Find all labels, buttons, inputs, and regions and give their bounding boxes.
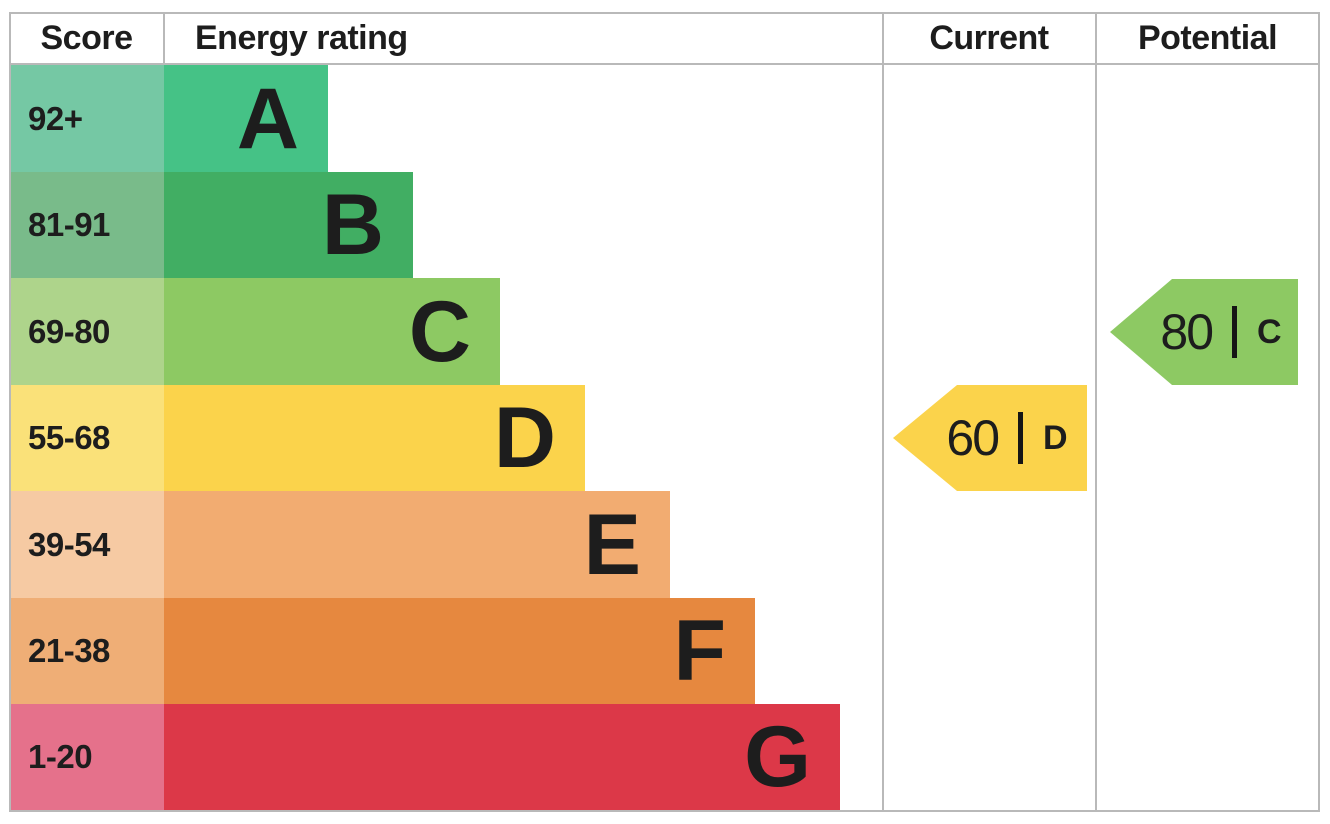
band-score-range: 39-54 [28,525,110,563]
current-column-divider [882,12,884,812]
potential-column-divider [1095,12,1097,812]
table-border [9,12,1320,812]
potential-score-value: 80 [1160,304,1214,360]
potential-column-header: Potential [1137,18,1278,57]
current-rating-letter: D [1043,418,1068,457]
band-bar: G [164,704,840,810]
band-letter: B [321,177,384,273]
band-letter: C [408,283,471,380]
score-column-divider [163,12,165,65]
band-score-cell: 92+ [11,65,164,172]
band-score-cell: 55-68 [11,385,164,491]
band-score-range: 69-80 [28,312,110,350]
band-bar: B [164,172,413,278]
band-score-cell: 21-38 [11,598,164,704]
band-letter: A [236,70,299,167]
band-score-cell: 1-20 [11,704,164,810]
current-score-value: 60 [946,410,1000,466]
band-bar: A [164,65,328,172]
header-divider-line [9,63,1320,65]
band-letter: F [673,603,726,699]
band-bar: C [164,278,500,385]
separator-bar [1018,412,1024,464]
band-score-range: 92+ [28,99,83,137]
band-letter: E [583,496,641,593]
band-bar: E [164,491,670,598]
current-column-header: Current [929,18,1049,57]
band-score-cell: 39-54 [11,491,164,598]
band-letter: D [493,390,556,486]
current-rating-label: 60 D [946,409,1067,467]
score-column-header: Score [40,18,134,57]
band-score-range: 1-20 [28,738,93,775]
potential-rating-letter: C [1257,312,1282,351]
band-score-cell: 81-91 [11,172,164,278]
energy-rating-column-header: Energy rating [195,18,408,57]
potential-rating-label: 80 C [1160,303,1281,361]
separator-bar [1232,306,1238,358]
band-score-range: 81-91 [28,206,110,243]
band-bar: D [164,385,585,491]
band-score-range: 55-68 [28,419,110,456]
band-letter: G [744,709,811,805]
band-score-range: 21-38 [28,632,110,669]
band-score-cell: 69-80 [11,278,164,385]
band-bar: F [164,598,755,704]
